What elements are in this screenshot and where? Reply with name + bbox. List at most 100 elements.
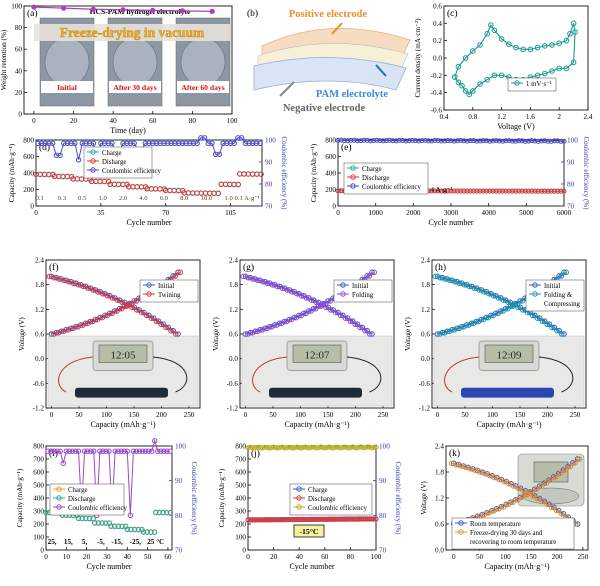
data-point [198,135,204,141]
legend-label: Freeze-drying 30 days and [470,530,543,537]
data-point [354,138,360,144]
data-point [142,448,149,454]
temperature-label: -5, [97,538,105,546]
data-point [371,138,377,144]
data-point [51,448,57,454]
panel-letter: (j) [251,448,260,459]
data-point [562,467,569,473]
temperature-label: 25 °C [147,538,164,546]
data-point [100,448,106,454]
x-tick-label: 0 [436,411,440,419]
data-point [163,324,169,331]
data-point [104,292,111,299]
rate-label: 4.0 [139,195,148,202]
data-point [377,138,383,144]
data-point [351,137,357,143]
legend-box [451,517,575,550]
x-tick-label: 250 [378,411,389,419]
data-point [520,307,526,313]
data-point [61,277,67,284]
data-point [498,72,505,79]
data-point [254,328,261,335]
legend-marker [56,486,62,492]
data-point [484,76,491,83]
data-point [145,448,152,454]
x-tick-label: 50 [144,553,152,561]
y-axis-label: Voltage (V) [212,317,220,351]
data-point [97,448,103,454]
data-point [274,322,280,328]
data-point [542,43,548,49]
data-point [100,290,106,297]
y-tick-label: 0.0 [433,55,442,63]
data-point [534,44,541,51]
data-point [294,290,300,297]
data-point [81,448,88,454]
data-point [459,82,465,89]
data-point [160,510,166,516]
data-point [65,278,72,285]
y-tick-label: 800 [33,443,44,451]
data-point [57,152,63,159]
battery-strap [75,387,168,398]
data-point [48,273,55,280]
y-tick-label: 80 [15,24,23,32]
data-point [477,81,483,87]
data-point [490,138,496,144]
data-point [474,188,480,194]
rate-label: 6.0 [160,195,169,202]
data-point [89,318,96,325]
data-point [72,140,78,147]
panel-letter: (b) [247,8,258,19]
photo-label-background [109,81,161,93]
data-point [112,448,118,454]
rate-label: 10.0 [201,195,213,202]
black-lead [152,356,188,393]
y-tick-label: -0.6 [227,380,239,388]
data-point [75,281,82,288]
data-point [269,281,276,288]
rate-label: 0.5 [78,195,87,202]
legend-label: Discharge [68,496,95,503]
data-point [448,138,454,144]
data-point [480,316,487,323]
x-tick-label: 150 [129,411,140,419]
data-point [563,65,570,72]
data-point [486,290,492,297]
x-tick-label: 4000 [481,209,496,217]
data-point [84,320,91,327]
electrolyte-label: PAM electrolyte [316,89,389,100]
data-point [425,138,431,144]
data-point [500,308,506,314]
data-point [491,72,498,79]
data-point [161,448,167,454]
panel-letter: (d) [39,142,50,153]
display-readout: 12:09 [496,349,522,361]
data-point [545,138,551,144]
x-tick-label: 0.8 [468,113,477,121]
data-point [516,188,522,194]
data-point [164,510,170,516]
data-point [467,188,473,194]
legend-marker [350,165,356,171]
panel-g: 0 50 100 150 200 250 -1.2 -0.6 0.0 0.6 1.2 1.8 2.4 Ca… [212,257,395,429]
y-tick-label: 600 [325,153,336,161]
data-point [458,188,464,194]
data-point [373,444,379,450]
panel-letter: (a) [27,8,38,19]
data-point [371,269,378,276]
data-point [108,523,114,529]
data-point [156,509,163,516]
data-point [403,138,409,144]
temperature-label: -15, [111,538,123,546]
temperature-label: -25, [130,538,142,546]
data-point [148,529,154,535]
data-point [308,297,315,303]
legend-marker [350,174,356,180]
data-point [105,178,112,185]
data-point [235,181,241,188]
data-point [429,188,435,194]
y-tick-label: 1.8 [229,281,238,289]
data-point [498,36,505,42]
data-point [46,140,52,147]
